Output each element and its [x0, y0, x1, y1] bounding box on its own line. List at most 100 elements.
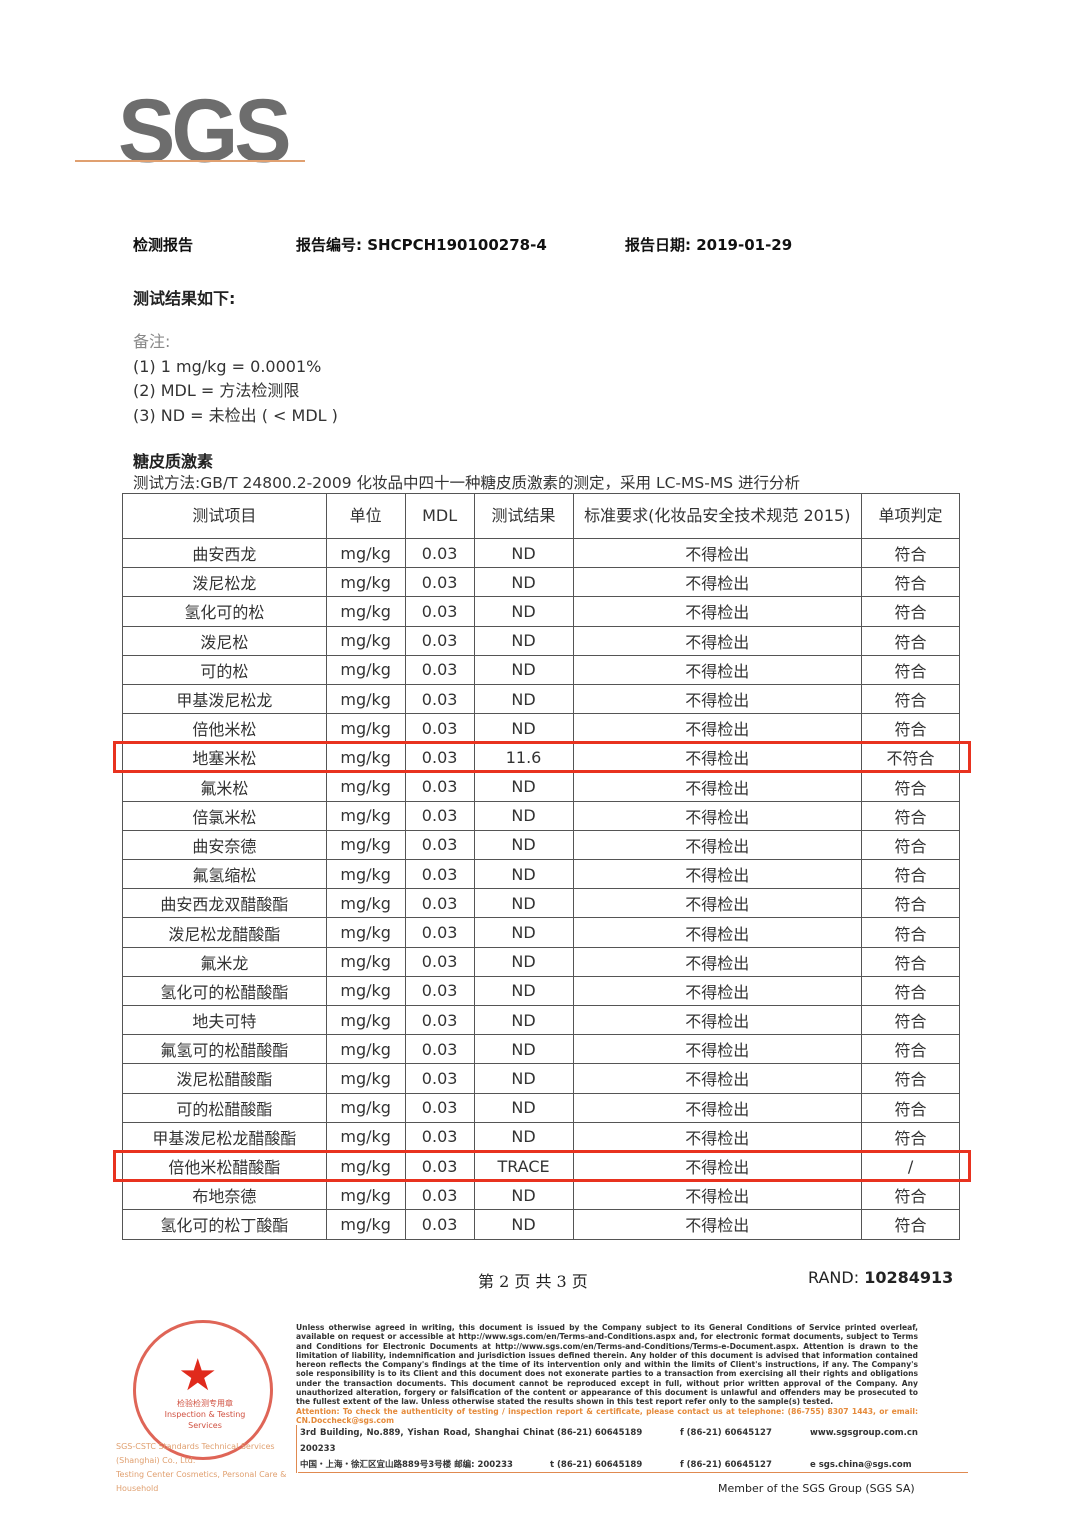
column-header: 标准要求(化妆品安全技术规范 2015)	[572, 493, 863, 539]
table-cell: 不得检出	[572, 1092, 863, 1123]
table-cell: 0.03	[404, 946, 475, 977]
table-cell: mg/kg	[325, 1004, 406, 1036]
table-cell: 0.03	[404, 537, 475, 569]
test-method: 测试方法:GB/T 24800.2-2009 化妆品中四十一种糖皮质激素的测定，…	[133, 474, 800, 492]
table-cell: 符合	[861, 888, 960, 919]
table-row: 可的松 mg/kg 0.03 ND 不得检出 符合	[122, 654, 960, 685]
table-cell: mg/kg	[325, 537, 406, 569]
table-cell: 0.03	[404, 683, 475, 715]
table-row: 可的松醋酸酯 mg/kg 0.03 ND 不得检出 符合	[122, 1092, 960, 1123]
table-cell: mg/kg	[325, 1034, 406, 1065]
table-cell: 不得检出	[572, 771, 863, 802]
table-cell: 不得检出	[572, 567, 863, 598]
disclaimer-text: Unless otherwise agreed in writing, this…	[296, 1323, 918, 1407]
table-cell: 泼尼松醋酸酯	[122, 1063, 327, 1094]
report-date: 报告日期: 2019-01-29	[625, 236, 793, 254]
table-cell: 不得检出	[572, 713, 863, 744]
table-cell: 不得检出	[572, 742, 863, 773]
attention-text: Attention: To check the authenticity of …	[296, 1406, 918, 1425]
table-cell: 0.03	[404, 800, 475, 831]
table-cell: 氢化可的松丁酸酯	[122, 1209, 327, 1240]
table-cell: ND	[473, 859, 574, 890]
table-cell: 氟氢可的松醋酸酯	[122, 1034, 327, 1065]
table-row: 甲基泼尼松龙醋酸酯 mg/kg 0.03 ND 不得检出 符合	[122, 1121, 960, 1152]
table-cell: 0.03	[404, 596, 475, 627]
table-cell: ND	[473, 771, 574, 802]
table-row: 甲基泼尼松龙 mg/kg 0.03 ND 不得检出 符合	[122, 683, 960, 715]
table-row: 曲安西龙双醋酸酯 mg/kg 0.03 ND 不得检出 符合	[122, 888, 960, 919]
table-cell: ND	[473, 1034, 574, 1065]
rand-number: RAND: 10284913	[808, 1268, 954, 1287]
table-cell: 不得检出	[572, 596, 863, 627]
table-cell: mg/kg	[325, 1063, 406, 1094]
table-cell: mg/kg	[325, 946, 406, 977]
table-row: 氢化可的松 mg/kg 0.03 ND 不得检出 符合	[122, 596, 960, 627]
star-icon: ★	[178, 1350, 218, 1401]
table-cell: 0.03	[404, 713, 475, 744]
table-cell: 不得检出	[572, 829, 863, 861]
table-cell: 0.03	[404, 1121, 475, 1152]
results-title: 测试结果如下:	[133, 289, 236, 308]
table-cell: 符合	[861, 537, 960, 569]
table-cell: 氟米松	[122, 771, 327, 802]
table-cell: 符合	[861, 1121, 960, 1152]
table-cell: 0.03	[404, 567, 475, 598]
table-cell: 地塞米松	[122, 742, 327, 773]
page-number: 第 2 页 共 3 页	[478, 1272, 588, 1291]
table-cell: ND	[473, 596, 574, 627]
column-header: 测试项目	[122, 493, 327, 539]
stamp-side-text: SGS-CSTC Standards Technical Services (S…	[116, 1442, 287, 1493]
table-cell: mg/kg	[325, 800, 406, 831]
table-cell: 符合	[861, 625, 960, 656]
table-cell: 符合	[861, 567, 960, 598]
section-title: 糖皮质激素	[133, 452, 214, 471]
table-cell: mg/kg	[325, 625, 406, 656]
column-header: MDL	[404, 493, 475, 539]
table-cell: 符合	[861, 1092, 960, 1123]
member-text: Member of the SGS Group (SGS SA)	[718, 1482, 915, 1495]
table-cell: ND	[473, 829, 574, 861]
table-cell: 符合	[861, 1004, 960, 1036]
official-stamp	[133, 1320, 273, 1460]
table-cell: ND	[473, 888, 574, 919]
table-cell: 符合	[861, 1034, 960, 1065]
table-cell: 0.03	[404, 625, 475, 656]
highlight-box-dexamethasone	[113, 741, 971, 773]
table-cell: 不得检出	[572, 654, 863, 685]
table-cell: 符合	[861, 1063, 960, 1094]
table-cell: 可的松醋酸酯	[122, 1092, 327, 1123]
table-cell: 符合	[861, 859, 960, 890]
table-cell: 符合	[861, 771, 960, 802]
table-cell: 不得检出	[572, 800, 863, 831]
disclaimer: Unless otherwise agreed in writing, this…	[296, 1323, 918, 1474]
table-cell: ND	[473, 975, 574, 1007]
table-cell: mg/kg	[325, 1121, 406, 1152]
table-cell: 不得检出	[572, 625, 863, 656]
table-row: 地夫可特 mg/kg 0.03 ND 不得检出 符合	[122, 1004, 960, 1036]
table-row: 倍氯米松 mg/kg 0.03 ND 不得检出 符合	[122, 800, 960, 831]
address-cn: 中国・上海・徐汇区宜山路889号3号楼 邮编: 200233	[300, 1460, 513, 1471]
table-row: 曲安奈德 mg/kg 0.03 ND 不得检出 符合	[122, 829, 960, 861]
table-cell: 不得检出	[572, 1209, 863, 1240]
table-row: 泼尼松醋酸酯 mg/kg 0.03 ND 不得检出 符合	[122, 1063, 960, 1094]
table-cell: 0.03	[404, 1034, 475, 1065]
table-cell: TRACE	[473, 1150, 574, 1182]
table-cell: 不得检出	[572, 1180, 863, 1211]
table-header: 测试项目 单位 MDL 测试结果 标准要求(化妆品安全技术规范 2015) 单项判定	[122, 493, 960, 539]
table-cell: 布地奈德	[122, 1180, 327, 1211]
table-cell: ND	[473, 713, 574, 744]
table-cell: 0.03	[404, 1092, 475, 1123]
table-row: 氟氢可的松醋酸酯 mg/kg 0.03 ND 不得检出 符合	[122, 1034, 960, 1065]
results-table: 测试项目 单位 MDL 测试结果 标准要求(化妆品安全技术规范 2015) 单项判定 曲安…	[122, 493, 960, 1240]
table-cell: 符合	[861, 1209, 960, 1240]
table-cell: ND	[473, 946, 574, 977]
table-cell: 符合	[861, 829, 960, 861]
table-cell: ND	[473, 537, 574, 569]
table-cell: mg/kg	[325, 654, 406, 685]
table-cell: mg/kg	[325, 1209, 406, 1240]
table-cell: mg/kg	[325, 567, 406, 598]
table-cell: 氢化可的松醋酸酯	[122, 975, 327, 1007]
table-cell: 0.03	[404, 1209, 475, 1240]
table-row: 氟氢缩松 mg/kg 0.03 ND 不得检出 符合	[122, 859, 960, 890]
table-cell: 泼尼松龙	[122, 567, 327, 598]
